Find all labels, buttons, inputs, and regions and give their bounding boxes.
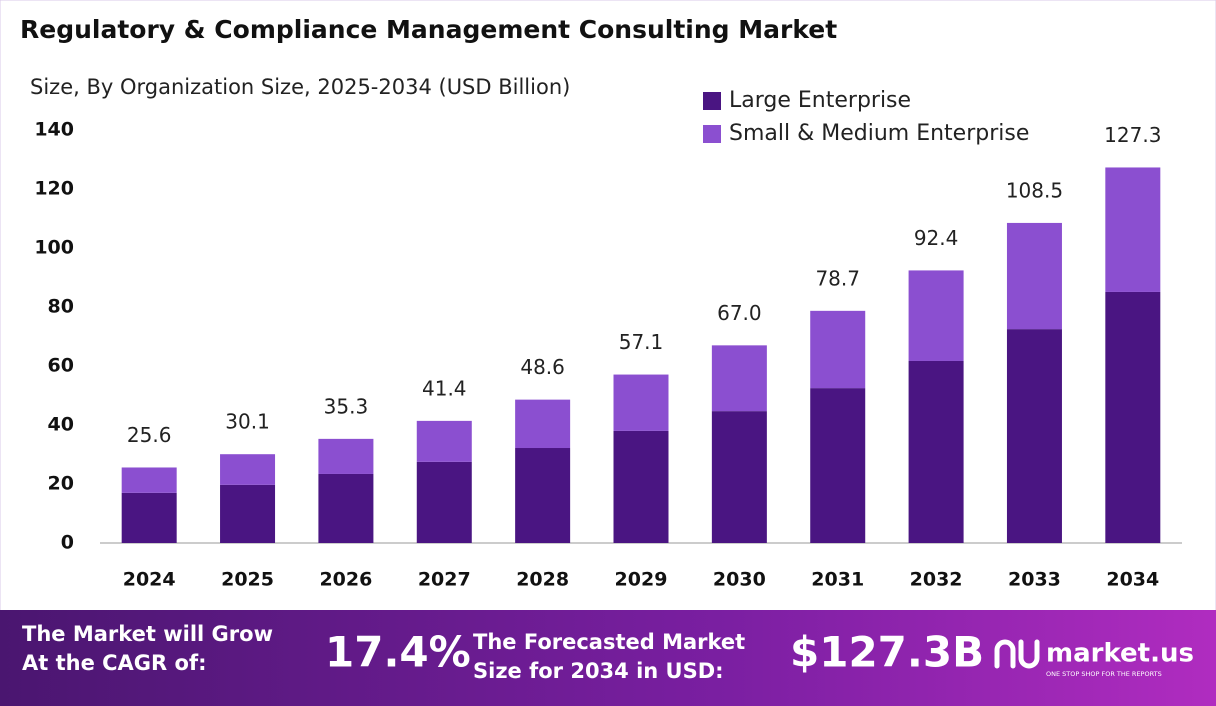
bar-segment [318, 473, 374, 543]
total-label: 48.6 [520, 355, 565, 379]
x-tick-label: 2027 [418, 569, 471, 591]
y-tick-label: 120 [34, 178, 74, 200]
bar-segment [220, 484, 276, 543]
bar-segment [416, 461, 472, 543]
y-tick-label: 100 [34, 237, 74, 259]
bar-segment [1006, 222, 1062, 330]
total-label: 78.7 [815, 266, 860, 290]
bar-segment [810, 388, 866, 543]
bar-segment [908, 360, 964, 543]
bar-segment [908, 270, 964, 361]
x-tick-label: 2025 [221, 569, 274, 591]
total-label: 25.6 [127, 423, 172, 447]
total-label: 67.0 [717, 301, 762, 325]
bar-segment [810, 310, 866, 389]
bar-segment [1006, 329, 1062, 543]
y-tick-label: 40 [48, 414, 74, 436]
total-label: 57.1 [619, 330, 664, 354]
x-tick-label: 2030 [713, 569, 766, 591]
forecast-text: Size for 2034 in USD: [473, 659, 724, 683]
total-label: 108.5 [1006, 178, 1063, 202]
legend-label: Large Enterprise [729, 88, 911, 113]
x-tick-label: 2026 [319, 569, 372, 591]
bar-segment [121, 492, 177, 543]
forecast-text: The Forecasted Market [473, 630, 745, 654]
total-label: 30.1 [225, 410, 270, 434]
bar-segment [711, 411, 767, 543]
y-tick-label: 60 [48, 355, 74, 377]
legend-swatch [703, 125, 721, 143]
x-tick-label: 2024 [123, 569, 176, 591]
bar-segment [1105, 167, 1161, 292]
y-tick-label: 140 [34, 119, 74, 141]
bar-segment [613, 374, 669, 431]
chart-subtitle: Size, By Organization Size, 2025-2034 (U… [30, 75, 570, 99]
bar-segment [416, 420, 472, 462]
bar-segment [1105, 291, 1161, 543]
brand-tagline: ONE STOP SHOP FOR THE REPORTS [1046, 670, 1162, 678]
bar-segment [121, 467, 177, 493]
legend-label: Small & Medium Enterprise [729, 121, 1029, 146]
bar-segment [515, 448, 571, 543]
cagr-text: The Market will Grow [22, 622, 273, 646]
x-tick-label: 2031 [811, 569, 864, 591]
bar-segment [220, 454, 276, 485]
x-tick-label: 2034 [1106, 569, 1159, 591]
y-tick-label: 80 [48, 296, 74, 318]
brand-name: market.us [1046, 639, 1194, 669]
chart-title: Regulatory & Compliance Management Consu… [20, 15, 837, 44]
bar-segment [515, 399, 571, 449]
total-label: 41.4 [422, 376, 467, 400]
cagr-text: At the CAGR of: [22, 651, 207, 675]
x-tick-label: 2033 [1008, 569, 1061, 591]
legend-swatch [703, 92, 721, 110]
y-tick-label: 20 [48, 473, 74, 495]
bar-segment [613, 430, 669, 543]
x-tick-label: 2029 [615, 569, 668, 591]
cagr-value: 17.4% [325, 628, 471, 677]
brand-logo [994, 639, 1040, 669]
bar-segment [711, 345, 767, 412]
y-tick-label: 0 [61, 532, 74, 554]
x-tick-label: 2032 [910, 569, 963, 591]
total-label: 35.3 [324, 394, 369, 418]
total-label: 92.4 [914, 226, 959, 250]
total-label: 127.3 [1104, 123, 1161, 147]
forecast-value: $127.3B [790, 628, 984, 677]
bar-segment [318, 438, 374, 474]
x-tick-label: 2028 [516, 569, 569, 591]
